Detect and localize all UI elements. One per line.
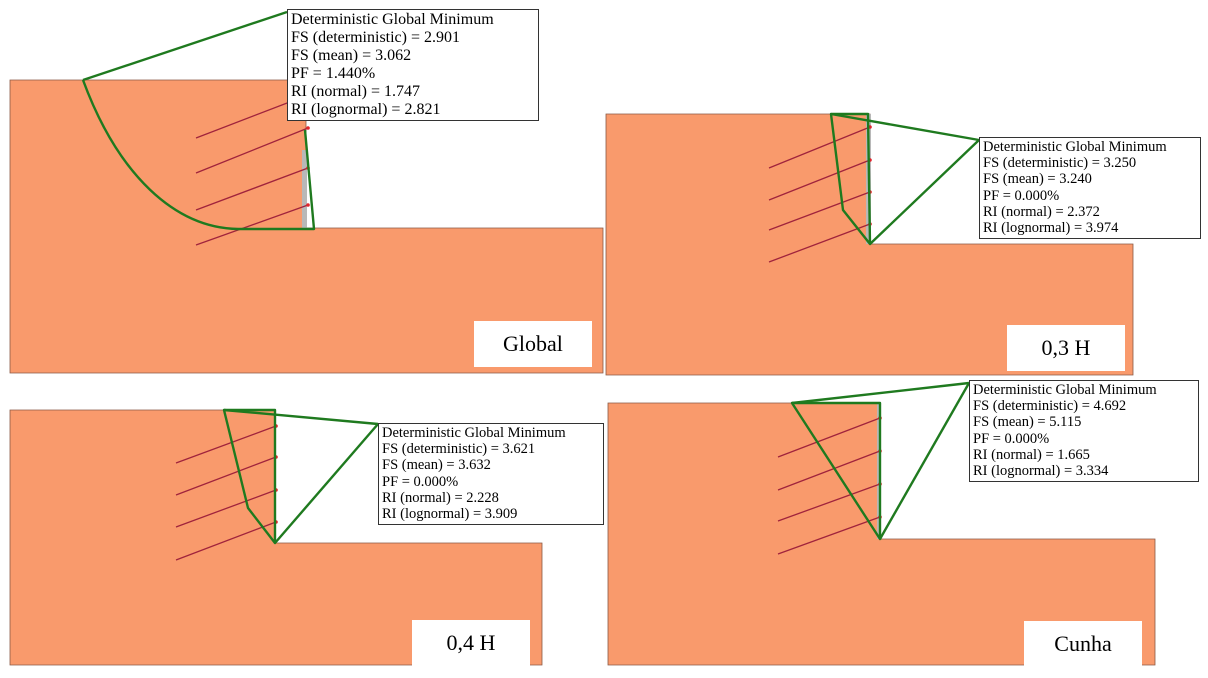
leader-cunha-top <box>791 381 970 405</box>
result-title: Deterministic Global Minimum <box>983 139 1167 155</box>
retaining-wall-global <box>302 150 307 228</box>
panel-label-h04: 0,4 H <box>412 620 530 666</box>
ri-normal: RI (normal) = 1.747 <box>291 82 420 100</box>
probability-of-failure: PF = 0.000% <box>973 430 1050 447</box>
slip-surface-cunha <box>790 401 882 541</box>
anchor-head <box>306 203 310 207</box>
fs-mean: FS (mean) = 3.062 <box>291 46 412 64</box>
panel-label-cunha: Cunha <box>1024 621 1142 667</box>
panel-label-global: Global <box>474 321 592 367</box>
anchor-bar <box>195 167 309 211</box>
leader-global <box>82 10 288 82</box>
ri-lognormal: RI (lognormal) = 3.909 <box>382 506 518 523</box>
result-box-h04: Deterministic Global Minimum FS (determi… <box>378 423 604 526</box>
slip-surface-global <box>81 79 316 231</box>
fs-deterministic: FS (deterministic) = 3.250 <box>983 155 1137 172</box>
anchor-head <box>306 126 310 130</box>
fs-mean: FS (mean) = 3.632 <box>382 457 491 474</box>
fs-mean: FS (mean) = 5.115 <box>973 414 1082 431</box>
fs-deterministic: FS (deterministic) = 3.621 <box>382 441 536 458</box>
anchor-bar <box>768 159 871 201</box>
probability-of-failure: PF = 1.440% <box>291 64 376 82</box>
leader-h03-top <box>830 112 980 142</box>
anchor-bar <box>175 425 277 464</box>
anchor-bar <box>195 127 309 174</box>
anchor-bar <box>175 456 277 496</box>
fs-deterministic: FS (deterministic) = 2.901 <box>291 28 461 46</box>
ri-normal: RI (normal) = 2.372 <box>983 203 1100 220</box>
result-title: Deterministic Global Minimum <box>973 382 1157 398</box>
panel-label-h03: 0,3 H <box>1007 325 1125 371</box>
leader-h04-bottom <box>274 423 379 544</box>
anchor-bar <box>175 521 277 561</box>
leader-h03-bottom <box>869 139 980 245</box>
result-title: Deterministic Global Minimum <box>291 11 494 28</box>
anchor-bar <box>777 450 881 491</box>
anchor-bar <box>768 191 871 231</box>
anchor-bar <box>777 516 881 555</box>
probability-of-failure: PF = 0.000% <box>382 473 459 490</box>
anchor-bar <box>777 483 881 522</box>
result-title: Deterministic Global Minimum <box>382 425 566 441</box>
ri-lognormal: RI (lognormal) = 2.821 <box>291 100 441 118</box>
anchor-bar <box>175 489 277 528</box>
ri-lognormal: RI (lognormal) = 3.974 <box>983 220 1119 237</box>
anchor-bar <box>195 204 309 246</box>
result-box-cunha: Deterministic Global Minimum FS (determi… <box>969 380 1199 483</box>
fs-deterministic: FS (deterministic) = 4.692 <box>973 398 1127 415</box>
result-box-global: Deterministic Global Minimum FS (determi… <box>287 9 539 122</box>
leader-cunha-bottom <box>878 382 971 540</box>
anchor-bar <box>768 223 871 263</box>
ri-normal: RI (normal) = 2.228 <box>382 489 499 506</box>
ri-lognormal: RI (lognormal) = 3.334 <box>973 463 1109 480</box>
result-box-h03: Deterministic Global Minimum FS (determi… <box>979 137 1201 240</box>
probability-of-failure: PF = 0.000% <box>983 187 1060 204</box>
anchor-bar <box>768 126 871 169</box>
ri-normal: RI (normal) = 1.665 <box>973 446 1090 463</box>
fs-mean: FS (mean) = 3.240 <box>983 171 1092 188</box>
leader-h04-top <box>223 408 379 426</box>
anchor-bar <box>777 417 881 458</box>
